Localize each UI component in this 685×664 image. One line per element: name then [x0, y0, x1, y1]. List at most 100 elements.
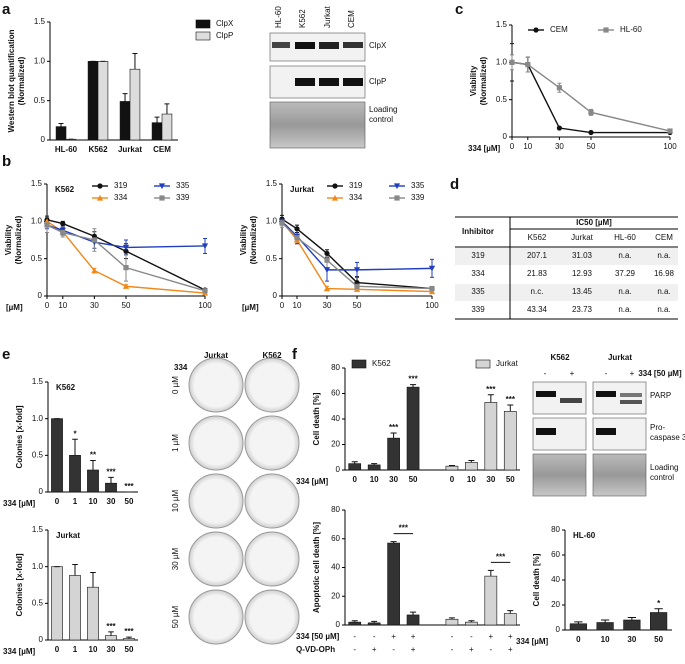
x-tick-label: 50 [654, 635, 663, 644]
bar [51, 418, 63, 493]
blot-a: HL-60 K562 Jurkat CEM ClpX ClpP Loading … [269, 5, 397, 149]
x-axis-label: [µM] [6, 303, 23, 312]
condition-label: 334 [50 µM] [296, 632, 340, 641]
colony-plate [244, 415, 300, 471]
x-tick-label: 30 [389, 475, 398, 484]
condition-sign: - [373, 632, 376, 641]
band [319, 78, 339, 86]
band [319, 42, 339, 49]
chart: 0 20 40 60 80 Apoptotic cell death [%] 334 [50… [296, 505, 520, 654]
x-axis-label: [µM] [242, 303, 259, 312]
error-bar [410, 384, 417, 388]
band [536, 391, 556, 397]
chart: 0 20 40 60 80 Cell death [%] HL-60 334 [µM] 0 10 3… [516, 525, 672, 646]
legend-label: ClpX [216, 19, 234, 28]
y-axis-label: (Normalized) [479, 56, 488, 105]
table-cell: 43.34 [527, 305, 548, 314]
error-bar [507, 404, 514, 412]
legend-label: Jurkat [496, 359, 519, 368]
x-tick-label: 0 [55, 497, 60, 506]
x-tick-label: CEM [153, 145, 171, 154]
data-point [556, 125, 563, 131]
x-tick-label: 10 [523, 142, 532, 151]
plate-compound: 334 [174, 363, 188, 372]
y-tick-label: 20 [331, 440, 340, 449]
y-tick-label: 80 [551, 525, 560, 534]
panel-label: b [2, 153, 11, 170]
legend-label: K562 [372, 359, 391, 368]
colony-plate [188, 589, 244, 645]
bar [367, 622, 381, 626]
table-cell: 37.29 [615, 269, 636, 278]
legend-marker [97, 183, 103, 189]
data-point [509, 59, 515, 65]
data-point [91, 237, 97, 243]
y-tick-label: 1.5 [31, 179, 43, 188]
x-tick-label: 30 [555, 142, 564, 151]
error-bar [122, 93, 128, 102]
x-axis-label: 334 [µM] [3, 499, 36, 508]
dose-label: 30 µM [171, 547, 180, 570]
legend-marker [533, 27, 539, 33]
y-tick-label: 20 [331, 591, 340, 600]
data-point [122, 283, 130, 289]
x-tick-label: 50 [125, 645, 134, 654]
data-point [667, 128, 673, 134]
bar [387, 542, 400, 626]
x-tick-label: 10 [293, 301, 302, 310]
error-bar [351, 461, 358, 464]
data-point [588, 129, 594, 136]
x-tick-label: 0 [45, 301, 50, 310]
error-bar [58, 122, 64, 127]
y-tick-label: 1.0 [31, 216, 43, 225]
plate-cell: Jurkat [204, 351, 228, 360]
dose-label: 10 µM [171, 489, 180, 512]
y-axis-label: (Normalized) [14, 215, 23, 264]
dose-label: 0 µM [171, 376, 180, 394]
error-bar [72, 438, 78, 456]
legend-swatch [351, 359, 367, 369]
significance-label: *** [389, 423, 399, 432]
y-tick-label: 0 [41, 135, 46, 144]
y-tick-label: 60 [331, 389, 340, 398]
blot-f: K562 Jurkat 334 [50 µM] - + - + PARP Pro… [532, 353, 685, 497]
legend-label: 335 [176, 181, 190, 190]
error-bar [390, 432, 397, 439]
blot-sign: - [605, 369, 608, 378]
bar [129, 68, 141, 141]
bar [406, 614, 420, 626]
y-tick-label: 60 [551, 550, 560, 559]
blot-row-label: control [650, 473, 674, 482]
significance-label: *** [496, 552, 506, 561]
x-tick-label: 30 [323, 301, 332, 310]
data-point [588, 109, 594, 115]
table-cell: 335 [471, 287, 485, 296]
lane-label: CEM [347, 10, 356, 28]
x-tick-label: 30 [107, 645, 116, 654]
y-tick-label: 1.5 [32, 377, 44, 386]
table-cell: 23.73 [572, 305, 593, 314]
colony-plate [188, 531, 244, 587]
blot-row-label: ClpP [369, 77, 386, 86]
legend-label: HL-60 [620, 25, 642, 34]
condition-sign: - [489, 645, 492, 654]
significance-label: *** [408, 375, 418, 384]
condition-sign: + [508, 632, 513, 641]
condition-sign: + [469, 645, 474, 654]
y-tick-label: 0 [336, 620, 341, 629]
y-axis-label: Western blot quantification [7, 29, 16, 132]
y-tick-label: 0.5 [32, 450, 44, 459]
blot-cell: Jurkat [608, 353, 632, 362]
significance-label: * [657, 599, 661, 608]
x-tick-label: HL-60 [55, 145, 78, 154]
y-axis-label: Cell death [%] [312, 392, 321, 445]
x-tick-label: Jurkat [118, 145, 142, 154]
lane-label: K562 [298, 9, 307, 28]
bar [503, 613, 517, 626]
significance-label: ** [90, 451, 97, 460]
bar [87, 61, 99, 141]
error-bar [487, 394, 494, 403]
x-axis-label: 334 [µM] [468, 144, 501, 153]
blot-sign: - [544, 369, 547, 378]
